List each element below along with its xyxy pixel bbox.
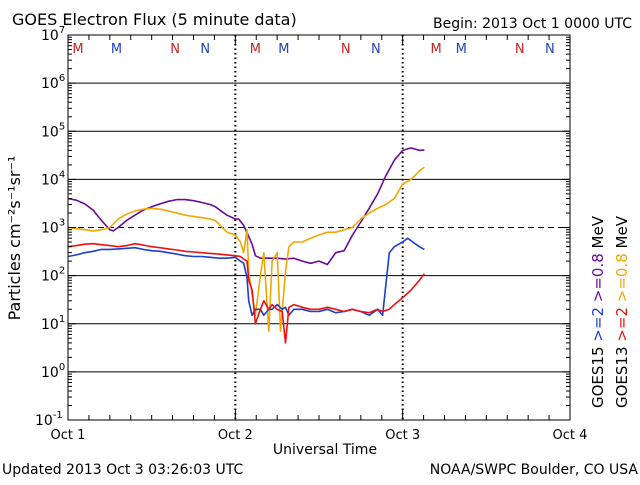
y-tick-label: 101 (41, 314, 65, 333)
marker-m: M (250, 42, 261, 57)
legend-goes15: GOES15 >=2 >=0.8 MeV (589, 215, 607, 408)
x-tick-label: Oct 4 (553, 428, 588, 443)
y-tick-label: 102 (41, 266, 65, 285)
y-tick-label: 105 (41, 121, 65, 140)
y-tick-label: 104 (41, 169, 65, 188)
y-tick-label: 107 (41, 25, 65, 44)
marker-m: M (111, 42, 122, 57)
series-goes15_08mev (67, 147, 425, 266)
x-tick-label: Oct 3 (385, 428, 420, 443)
y-axis-label: Particles cm⁻²s⁻¹sr⁻¹ (5, 156, 24, 321)
marker-n: N (170, 42, 180, 57)
marker-n: N (200, 42, 210, 57)
marker-m: M (456, 42, 467, 57)
legend-goes13: GOES13 >=2 >=0.8 MeV (613, 215, 631, 408)
y-tick-label: 103 (41, 218, 65, 237)
x-tick-label: Oct 1 (51, 428, 86, 443)
marker-m: M (431, 42, 442, 57)
updated-label: Updated 2013 Oct 3 03:26:03 UTC (2, 462, 243, 478)
series-goes15_2mev (67, 237, 425, 317)
credit-label: NOAA/SWPC Boulder, CO USA (430, 462, 639, 478)
x-tick-label: Oct 2 (218, 428, 253, 443)
begin-label: Begin: 2013 Oct 1 0000 UTC (433, 16, 632, 32)
marker-m: M (72, 42, 83, 57)
chart-title: GOES Electron Flux (5 minute data) (12, 10, 297, 29)
y-tick-label: 100 (41, 362, 65, 381)
marker-n: N (371, 42, 381, 57)
marker-m: M (278, 42, 289, 57)
x-axis-label: Universal Time (273, 442, 377, 458)
series-goes13_2mev (67, 242, 426, 344)
y-tick-label: 10-1 (35, 410, 63, 429)
marker-n: N (545, 42, 555, 57)
y-tick-label: 106 (41, 73, 65, 92)
marker-n: N (515, 42, 525, 57)
marker-n: N (341, 42, 351, 57)
